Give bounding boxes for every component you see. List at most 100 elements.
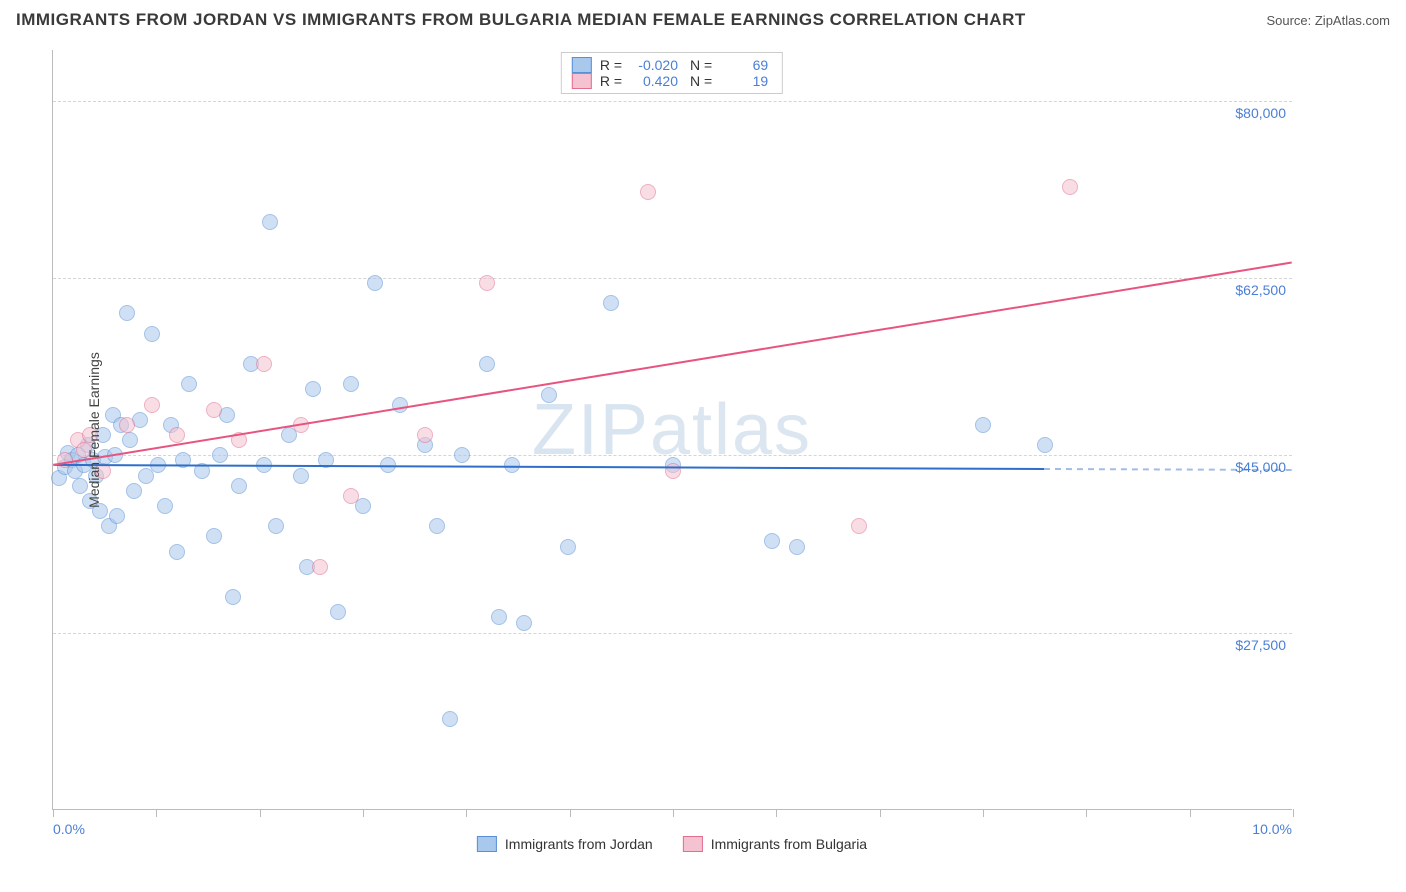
- n-value-jordan: 69: [720, 57, 772, 73]
- x-tick: [1190, 809, 1191, 817]
- data-point: [144, 397, 160, 413]
- x-tick: [880, 809, 881, 817]
- data-point: [293, 468, 309, 484]
- data-point: [119, 305, 135, 321]
- data-point: [479, 356, 495, 372]
- x-tick: [1086, 809, 1087, 817]
- data-point: [429, 518, 445, 534]
- data-point: [256, 356, 272, 372]
- gridline: [53, 278, 1292, 279]
- data-point: [293, 417, 309, 433]
- n-value-bulgaria: 19: [720, 73, 772, 89]
- legend-correlation: R = -0.020 N = 69 R = 0.420 N = 19: [561, 52, 783, 94]
- data-point: [560, 539, 576, 555]
- data-point: [231, 432, 247, 448]
- data-point: [343, 376, 359, 392]
- x-tick: [673, 809, 674, 817]
- legend-label-jordan: Immigrants from Jordan: [505, 836, 653, 852]
- x-tick: [570, 809, 571, 817]
- x-tick: [466, 809, 467, 817]
- swatch-bulgaria: [572, 73, 592, 89]
- legend-row-bulgaria: R = 0.420 N = 19: [572, 73, 772, 89]
- data-point: [206, 528, 222, 544]
- trend-lines: [53, 50, 1292, 809]
- data-point: [212, 447, 228, 463]
- x-tick: [776, 809, 777, 817]
- data-point: [789, 539, 805, 555]
- data-point: [268, 518, 284, 534]
- data-point: [262, 214, 278, 230]
- data-point: [175, 452, 191, 468]
- data-point: [169, 544, 185, 560]
- data-point: [330, 604, 346, 620]
- plot-area: $27,500$45,000$62,500$80,0000.0%10.0% Me…: [52, 50, 1292, 810]
- legend-item-bulgaria: Immigrants from Bulgaria: [683, 836, 867, 852]
- data-point: [225, 589, 241, 605]
- swatch-jordan-icon: [477, 836, 497, 852]
- data-point: [157, 498, 173, 514]
- data-point: [380, 457, 396, 473]
- data-point: [343, 488, 359, 504]
- r-value-bulgaria: 0.420: [630, 73, 682, 89]
- data-point: [665, 463, 681, 479]
- x-tick-label: 10.0%: [1252, 821, 1292, 837]
- data-point: [169, 427, 185, 443]
- data-point: [355, 498, 371, 514]
- data-point: [541, 387, 557, 403]
- data-point: [144, 326, 160, 342]
- y-tick-label: $62,500: [1235, 282, 1286, 298]
- data-point: [640, 184, 656, 200]
- source-label: Source: ZipAtlas.com: [1266, 13, 1390, 28]
- x-tick: [983, 809, 984, 817]
- data-point: [367, 275, 383, 291]
- swatch-jordan: [572, 57, 592, 73]
- legend-label-bulgaria: Immigrants from Bulgaria: [711, 836, 867, 852]
- data-point: [603, 295, 619, 311]
- data-point: [392, 397, 408, 413]
- data-point: [57, 452, 73, 468]
- data-point: [851, 518, 867, 534]
- x-tick: [1293, 809, 1294, 817]
- swatch-bulgaria-icon: [683, 836, 703, 852]
- data-point: [107, 447, 123, 463]
- legend-series: Immigrants from Jordan Immigrants from B…: [477, 836, 867, 852]
- data-point: [126, 483, 142, 499]
- data-point: [150, 457, 166, 473]
- data-point: [122, 432, 138, 448]
- data-point: [504, 457, 520, 473]
- data-point: [516, 615, 532, 631]
- data-point: [194, 463, 210, 479]
- data-point: [1062, 179, 1078, 195]
- chart-title: IMMIGRANTS FROM JORDAN VS IMMIGRANTS FRO…: [16, 10, 1026, 30]
- data-point: [975, 417, 991, 433]
- gridline: [53, 101, 1292, 102]
- data-point: [109, 508, 125, 524]
- data-point: [312, 559, 328, 575]
- y-tick-label: $45,000: [1235, 459, 1286, 475]
- data-point: [454, 447, 470, 463]
- data-point: [256, 457, 272, 473]
- r-label: R =: [600, 73, 622, 89]
- x-tick: [156, 809, 157, 817]
- data-point: [305, 381, 321, 397]
- data-point: [119, 417, 135, 433]
- r-label: R =: [600, 57, 622, 73]
- data-point: [181, 376, 197, 392]
- data-point: [442, 711, 458, 727]
- data-point: [318, 452, 334, 468]
- y-axis-title: Median Female Earnings: [86, 352, 102, 508]
- n-label: N =: [690, 57, 712, 73]
- r-value-jordan: -0.020: [630, 57, 682, 73]
- data-point: [417, 427, 433, 443]
- legend-item-jordan: Immigrants from Jordan: [477, 836, 653, 852]
- y-tick-label: $27,500: [1235, 637, 1286, 653]
- data-point: [1037, 437, 1053, 453]
- data-point: [231, 478, 247, 494]
- data-point: [764, 533, 780, 549]
- data-point: [206, 402, 222, 418]
- data-point: [491, 609, 507, 625]
- data-point: [479, 275, 495, 291]
- legend-row-jordan: R = -0.020 N = 69: [572, 57, 772, 73]
- n-label: N =: [690, 73, 712, 89]
- gridline: [53, 455, 1292, 456]
